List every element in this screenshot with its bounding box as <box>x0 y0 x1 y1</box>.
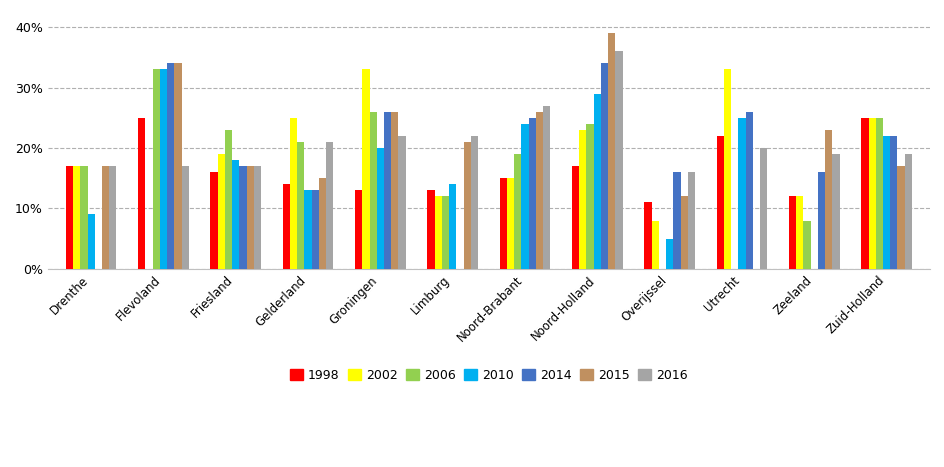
Bar <box>796 196 802 269</box>
Bar <box>651 220 658 269</box>
Bar <box>723 70 731 269</box>
Bar <box>745 112 752 269</box>
Bar <box>318 178 326 269</box>
Bar <box>167 64 174 269</box>
Bar <box>499 178 506 269</box>
Bar <box>160 70 167 269</box>
Bar <box>666 239 672 269</box>
Bar <box>152 70 160 269</box>
Bar <box>903 154 911 269</box>
Bar <box>88 214 94 269</box>
Bar <box>882 136 889 269</box>
Bar <box>802 220 810 269</box>
Bar <box>181 166 189 269</box>
Bar <box>593 93 600 269</box>
Bar <box>398 136 405 269</box>
Bar <box>391 112 398 269</box>
Bar <box>543 106 549 269</box>
Bar <box>737 118 745 269</box>
Bar <box>818 172 824 269</box>
Bar <box>644 202 651 269</box>
Bar <box>239 166 246 269</box>
Bar <box>579 130 586 269</box>
Bar <box>615 51 622 269</box>
Bar <box>110 166 116 269</box>
Bar <box>102 166 110 269</box>
Bar <box>528 118 535 269</box>
Bar <box>687 172 694 269</box>
Bar <box>470 136 478 269</box>
Bar <box>312 190 318 269</box>
Bar <box>326 142 333 269</box>
Bar <box>824 130 832 269</box>
Bar <box>608 33 615 269</box>
Bar <box>759 148 767 269</box>
Bar <box>174 64 181 269</box>
Bar <box>514 154 521 269</box>
Bar <box>875 118 882 269</box>
Bar <box>521 124 528 269</box>
Bar <box>860 118 868 269</box>
Bar <box>586 124 593 269</box>
Bar <box>377 148 383 269</box>
Bar <box>225 130 232 269</box>
Bar <box>290 118 297 269</box>
Bar <box>868 118 875 269</box>
Bar <box>672 172 680 269</box>
Bar <box>600 64 608 269</box>
Bar <box>427 190 434 269</box>
Bar <box>254 166 261 269</box>
Bar <box>442 196 448 269</box>
Bar <box>282 184 290 269</box>
Bar <box>897 166 903 269</box>
Bar <box>362 70 369 269</box>
Bar <box>355 190 362 269</box>
Bar <box>73 166 80 269</box>
Bar <box>464 142 470 269</box>
Bar <box>832 154 838 269</box>
Bar <box>232 160 239 269</box>
Bar <box>434 196 442 269</box>
Bar <box>297 142 304 269</box>
Bar <box>788 196 796 269</box>
Bar <box>80 166 88 269</box>
Bar <box>571 166 579 269</box>
Bar <box>383 112 391 269</box>
Bar <box>448 184 456 269</box>
Bar <box>716 136 723 269</box>
Bar <box>66 166 73 269</box>
Legend: 1998, 2002, 2006, 2010, 2014, 2015, 2016: 1998, 2002, 2006, 2010, 2014, 2015, 2016 <box>285 364 692 387</box>
Bar <box>889 136 897 269</box>
Bar <box>369 112 377 269</box>
Bar <box>535 112 543 269</box>
Bar <box>211 172 217 269</box>
Bar <box>246 166 254 269</box>
Bar <box>506 178 514 269</box>
Bar <box>138 118 145 269</box>
Bar <box>304 190 312 269</box>
Bar <box>680 196 687 269</box>
Bar <box>217 154 225 269</box>
